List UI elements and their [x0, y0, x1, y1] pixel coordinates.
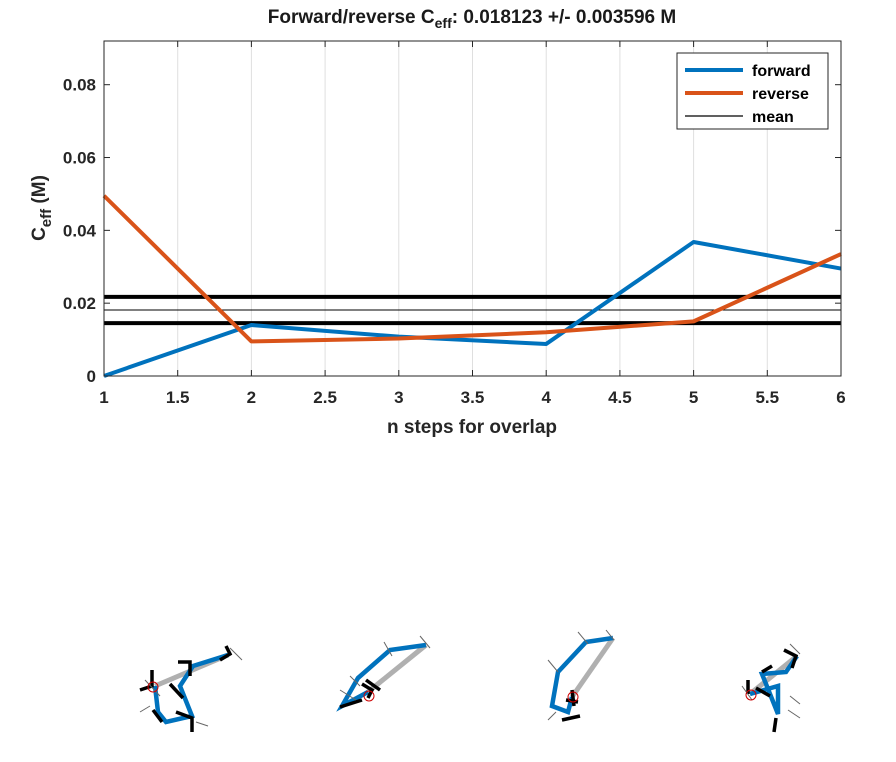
overlap-line [366, 643, 428, 694]
series-line-forward [103, 240, 842, 378]
frame-marks [339, 678, 382, 709]
series-group [102, 194, 842, 378]
structure-4 [741, 643, 801, 733]
y-tick-label: 0.02 [63, 294, 96, 313]
y-tick-label: 0.06 [63, 149, 96, 168]
x-tick-label: 4.5 [608, 388, 632, 407]
x-tick-label: 1 [99, 388, 108, 407]
x-tick-label: 5.5 [755, 388, 779, 407]
x-tick-label: 2.5 [313, 388, 337, 407]
thin-axes [741, 643, 801, 719]
x-ticks: 1 1.5 2 2.5 3 3.5 4 4.5 5 5.5 6 [99, 41, 846, 407]
structure-1 [139, 645, 243, 732]
structure-thumbnails [139, 629, 801, 733]
x-axis-label: n steps for overlap [387, 417, 557, 438]
legend-label-mean: mean [752, 109, 794, 126]
x-tick-label: 4 [541, 388, 551, 407]
y-tick-label: 0 [87, 367, 96, 386]
legend-label-reverse: reverse [752, 86, 809, 103]
backbone-line [336, 642, 427, 712]
origin-marker [745, 689, 757, 701]
y-ticks: 0 0.02 0.04 0.06 0.08 [63, 76, 841, 386]
origin-marker [567, 691, 579, 703]
backbone-line [152, 652, 229, 725]
y-tick-label: 0.04 [63, 221, 97, 240]
legend-label-forward: forward [752, 63, 811, 80]
chart-title: Forward/reverse Ceff: 0.018123 +/- 0.003… [268, 7, 676, 31]
series-line-reverse [102, 194, 842, 344]
overlap-line [569, 636, 616, 699]
backbone-line [549, 635, 614, 715]
x-tick-label: 2 [247, 388, 256, 407]
x-tick-label: 3.5 [461, 388, 485, 407]
thin-axes [339, 635, 431, 701]
legend: forward reverse mean [676, 52, 829, 130]
x-tick-label: 5 [689, 388, 698, 407]
frame-marks [561, 689, 581, 722]
thin-axes [547, 629, 615, 721]
origin-marker [363, 690, 375, 702]
origin-marker [147, 681, 159, 693]
frame-marks [139, 645, 233, 732]
frame-marks [746, 648, 799, 733]
y-tick-label: 0.08 [63, 76, 96, 95]
x-tick-label: 6 [836, 388, 845, 407]
thin-axes [139, 647, 243, 727]
backbone-line [749, 654, 799, 715]
x-tick-label: 1.5 [166, 388, 190, 407]
x-tick-label: 3 [394, 388, 403, 407]
structure-3 [547, 629, 616, 722]
structure-2 [336, 635, 431, 712]
y-axis-label: Ceff (M) [29, 175, 55, 241]
